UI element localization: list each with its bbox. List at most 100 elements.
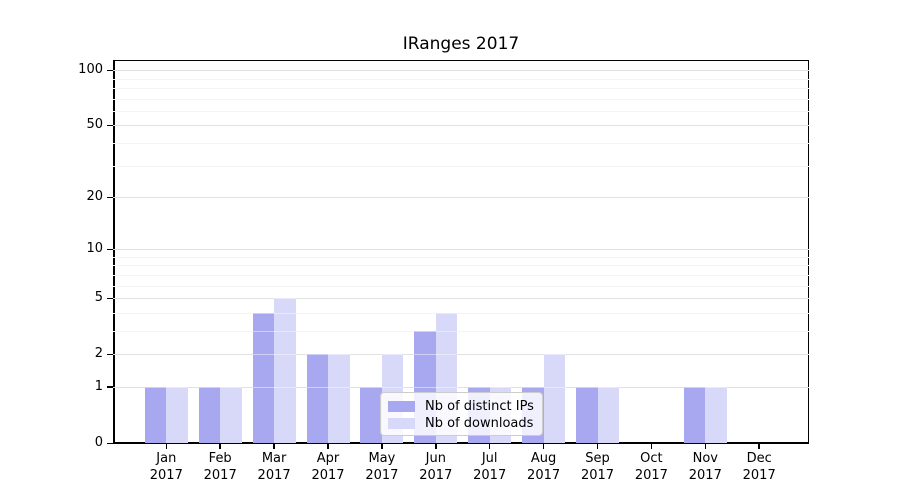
minor-gridline [113, 87, 809, 89]
minor-gridline [113, 78, 809, 80]
y-axis-tick [107, 442, 113, 444]
y-axis-tick [107, 386, 113, 388]
gridline-overlay [113, 256, 809, 258]
gridline-overlay [113, 125, 809, 127]
y-axis-tick-label: 10 [86, 241, 103, 257]
bar-mar-distinct-ips [252, 312, 275, 443]
bar-nov-downloads [705, 387, 727, 443]
minor-gridline [113, 285, 809, 287]
bar-jan-downloads [166, 387, 188, 443]
minor-gridline [113, 142, 809, 144]
y-axis-tick [107, 353, 113, 356]
bar-nov-distinct-ips [683, 387, 706, 443]
y-axis-tick-label: 100 [78, 62, 103, 78]
legend-item-downloads: Nb of downloads [388, 415, 542, 431]
legend-label-downloads: Nb of downloads [425, 415, 534, 431]
x-axis-tick-label: Mar 2017 [257, 451, 291, 483]
x-axis-tick-label: Dec 2017 [742, 451, 776, 483]
y-axis-tick-label: 2 [94, 346, 103, 362]
bar-sep-distinct-ips [576, 387, 598, 443]
x-axis-tick-label: Apr 2017 [311, 451, 345, 483]
x-axis-tick-label: May 2017 [365, 451, 399, 483]
gridline-overlay [113, 197, 809, 198]
x-axis-line [113, 442, 809, 444]
y-axis-line [113, 60, 115, 443]
chart-title: IRanges 2017 [402, 34, 520, 54]
bar-may-distinct-ips [360, 387, 382, 443]
x-axis-tick-label: Feb 2017 [203, 451, 237, 483]
y-axis-tick [107, 248, 113, 251]
gridline-overlay [113, 142, 809, 144]
x-axis-tick-label: Aug 2017 [527, 451, 561, 483]
major-gridline [113, 354, 809, 356]
bar-mar-downloads [274, 298, 296, 443]
minor-gridline [113, 165, 809, 167]
gridline-overlay [113, 70, 809, 72]
x-axis-tick [650, 444, 653, 449]
minor-gridline [113, 265, 809, 267]
x-axis-tick [273, 444, 275, 449]
gridline-overlay [113, 110, 809, 112]
x-axis-tick [165, 444, 168, 449]
x-axis-tick-label: Nov 2017 [688, 451, 722, 483]
bar-sep-downloads [597, 387, 619, 443]
gridline-overlay [113, 78, 809, 80]
legend-swatch-distinct-ips [388, 400, 415, 412]
x-axis-tick-label: Jul 2017 [473, 451, 507, 483]
major-gridline [113, 249, 809, 251]
bar-jan-distinct-ips [144, 387, 167, 443]
x-axis-tick-label: Oct 2017 [634, 451, 668, 483]
y-axis-tick [107, 124, 113, 127]
gridline-overlay [113, 330, 809, 332]
major-gridline [113, 70, 809, 72]
x-axis-tick [488, 444, 491, 449]
y-axis-tick-label: 5 [94, 290, 103, 306]
legend-swatch-downloads [388, 417, 415, 429]
gridline-overlay [113, 312, 809, 314]
major-gridline [113, 386, 809, 388]
x-axis-tick [219, 444, 221, 449]
gridline-overlay [113, 165, 809, 167]
gridline-overlay [113, 298, 809, 300]
plot-area [113, 60, 809, 443]
gridline-overlay [113, 98, 809, 100]
major-gridline [113, 197, 809, 198]
legend-label-distinct-ips: Nb of distinct IPs [425, 398, 534, 414]
bar-aug-downloads [543, 354, 566, 443]
minor-gridline [113, 256, 809, 258]
bar-apr-downloads [328, 354, 350, 443]
gridline-overlay [113, 249, 809, 251]
x-axis-tick [327, 444, 329, 449]
x-axis-tick [596, 444, 599, 449]
major-gridline [113, 298, 809, 300]
minor-gridline [113, 274, 809, 276]
plot-border-top [113, 60, 809, 61]
x-axis-tick-label: Sep 2017 [580, 451, 615, 483]
gridline-overlay [113, 285, 809, 287]
gridline-overlay [113, 87, 809, 89]
plot-border-right [808, 60, 809, 443]
major-gridline [113, 125, 809, 127]
legend: Nb of distinct IPs Nb of downloads [380, 392, 543, 436]
x-axis-tick [435, 444, 437, 449]
y-axis-tick-label: 0 [94, 435, 103, 450]
y-axis-tick-label: 1 [94, 378, 103, 394]
bar-feb-downloads [220, 387, 242, 443]
y-axis-tick [107, 69, 113, 72]
y-axis-tick [107, 297, 113, 300]
x-axis-tick-label: Jan 2017 [149, 451, 183, 483]
minor-gridline [113, 98, 809, 100]
x-axis-tick [542, 444, 545, 449]
y-axis-tick [107, 196, 113, 198]
bar-apr-distinct-ips [306, 354, 328, 443]
minor-gridline [113, 312, 809, 314]
y-axis-tick-label: 20 [86, 189, 103, 204]
bar-feb-distinct-ips [198, 387, 221, 443]
minor-gridline [113, 110, 809, 112]
x-axis-tick-label: Jun 2017 [419, 451, 453, 483]
gridline-overlay [113, 354, 809, 356]
x-axis-tick [758, 444, 760, 449]
legend-item-distinct-ips: Nb of distinct IPs [388, 398, 542, 414]
minor-gridline [113, 330, 809, 332]
